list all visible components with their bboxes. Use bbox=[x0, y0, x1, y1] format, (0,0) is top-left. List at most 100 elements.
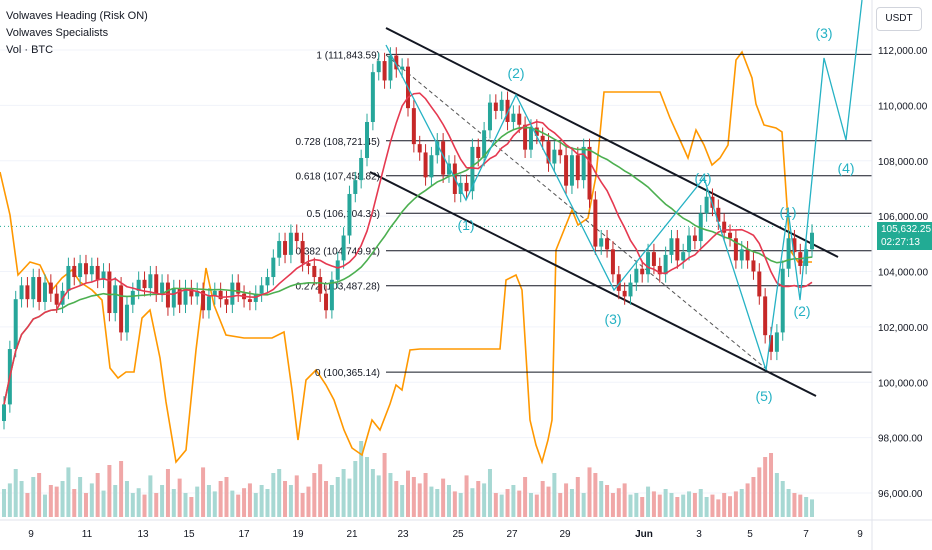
candle-body bbox=[224, 299, 229, 305]
volume-bar bbox=[499, 494, 504, 517]
volume-bar bbox=[716, 499, 721, 517]
volume-bar bbox=[13, 469, 18, 517]
candle-body bbox=[722, 221, 727, 233]
volume-bar bbox=[242, 488, 247, 517]
volume-bar bbox=[692, 493, 697, 517]
volume-bar bbox=[253, 493, 258, 517]
wave-label: (3) bbox=[604, 311, 621, 327]
volume-bar bbox=[651, 491, 656, 517]
time-tick: 21 bbox=[346, 529, 358, 540]
volume-bar bbox=[83, 493, 88, 517]
candle-body bbox=[31, 277, 36, 300]
heading-line bbox=[0, 50, 812, 465]
wave-label: (1) bbox=[457, 217, 474, 233]
volume-bar bbox=[798, 494, 803, 517]
candle-body bbox=[294, 232, 299, 242]
volume-bar bbox=[728, 496, 733, 517]
fib-level-label: 0.728 (108,721.45) bbox=[295, 137, 380, 148]
candle-body bbox=[201, 290, 206, 311]
volume-bar bbox=[124, 481, 129, 517]
volume-bar bbox=[657, 494, 662, 517]
candle-body bbox=[698, 213, 703, 242]
volume-bar bbox=[558, 493, 563, 517]
volume-bar bbox=[107, 465, 112, 517]
volume-bar bbox=[722, 493, 727, 517]
volume-bar bbox=[470, 488, 475, 517]
volume-bar bbox=[212, 491, 217, 517]
volume-bar bbox=[704, 497, 709, 517]
volume-bar bbox=[569, 489, 574, 517]
volume-bar bbox=[505, 489, 510, 517]
candle-body bbox=[411, 108, 416, 145]
volume-bar bbox=[318, 464, 323, 517]
fast-moving-average bbox=[3, 92, 813, 405]
volume-bar bbox=[177, 478, 182, 517]
wave-label: (3) bbox=[815, 25, 832, 41]
price-tick: 108,000.00 bbox=[878, 157, 928, 168]
candle-body bbox=[206, 296, 211, 311]
volume-bar bbox=[733, 491, 738, 517]
fib-level-label: 0.618 (107,458.82) bbox=[295, 172, 380, 183]
legend-specialists[interactable]: Volwaves Specialists bbox=[6, 27, 109, 39]
volume-bar bbox=[37, 473, 42, 517]
currency-selector[interactable]: USDT bbox=[876, 7, 922, 31]
volume-bar bbox=[587, 467, 592, 517]
volume-bar bbox=[534, 494, 539, 517]
price-tick: 100,000.00 bbox=[878, 378, 928, 389]
volume-bar bbox=[66, 467, 71, 517]
price-tick: 112,000.00 bbox=[878, 46, 928, 57]
volume-bar bbox=[300, 493, 305, 517]
candle-body bbox=[288, 232, 293, 255]
price-axis: 112,000.00 110,000.00 108,000.00 106,000.00… bbox=[871, 0, 928, 550]
candle-body bbox=[306, 263, 311, 266]
volume-bar bbox=[411, 477, 416, 517]
candle-body bbox=[651, 252, 656, 266]
candle-body bbox=[634, 268, 639, 283]
legend-heading[interactable]: Volwaves Heading (Risk ON) bbox=[6, 10, 148, 22]
legend-volume[interactable]: Vol · BTC bbox=[6, 44, 54, 56]
volume-bar bbox=[751, 477, 756, 517]
volume-bar bbox=[634, 493, 639, 517]
volume-bar bbox=[675, 497, 680, 517]
candle-body bbox=[564, 155, 569, 186]
volume-bar bbox=[294, 475, 299, 517]
volume-bar bbox=[669, 493, 674, 517]
candle-body bbox=[763, 296, 768, 336]
candle-body bbox=[154, 274, 159, 294]
channel-lower-line bbox=[369, 171, 817, 397]
candle-body bbox=[681, 252, 686, 261]
volume-bar bbox=[394, 481, 399, 517]
volume-bar bbox=[780, 481, 785, 517]
volume-bar bbox=[511, 485, 516, 517]
candle-body bbox=[493, 102, 498, 111]
volume-bars bbox=[2, 441, 814, 517]
candle-body bbox=[663, 254, 668, 275]
candle-body bbox=[183, 288, 188, 305]
candle-body bbox=[640, 268, 645, 275]
candle-body bbox=[546, 141, 551, 164]
time-tick: 5 bbox=[747, 529, 753, 540]
fib-level-label: 0.5 (106,104.36) bbox=[307, 209, 380, 220]
candle-body bbox=[728, 232, 733, 239]
candle-body bbox=[13, 299, 18, 350]
volume-bar bbox=[517, 490, 522, 517]
candle-body bbox=[25, 285, 30, 300]
volume-bar bbox=[540, 481, 545, 517]
candle-body bbox=[780, 268, 785, 333]
volume-bar bbox=[476, 481, 481, 517]
volume-bar bbox=[575, 477, 580, 517]
candle-body bbox=[54, 293, 59, 305]
volume-bar bbox=[247, 483, 252, 517]
wave-label: (5) bbox=[755, 388, 772, 404]
candle-body bbox=[394, 55, 399, 70]
candle-body bbox=[78, 263, 83, 278]
candle-body bbox=[353, 180, 358, 194]
candle-body bbox=[499, 99, 504, 111]
volume-bar bbox=[142, 494, 147, 517]
volume-bar bbox=[365, 457, 370, 517]
candle-body bbox=[745, 249, 750, 261]
candle-body bbox=[142, 279, 147, 289]
volume-bar bbox=[528, 493, 533, 517]
volume-bar bbox=[54, 486, 59, 517]
